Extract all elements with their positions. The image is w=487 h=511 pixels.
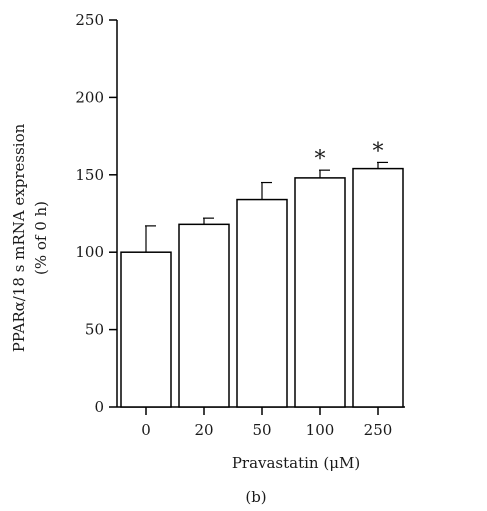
x-tick-label: 100 <box>306 421 335 439</box>
y-tick-label: 250 <box>75 11 104 29</box>
significance-marker: * <box>315 147 326 172</box>
x-axis: 0 20 50 100 250 <box>117 406 405 439</box>
y-tick-label: 150 <box>75 166 104 184</box>
y-tick-label: 50 <box>85 321 104 339</box>
x-axis-label: Pravastatin (μM) <box>232 454 360 472</box>
y-tick-label: 200 <box>75 88 104 106</box>
bar-0 <box>120 251 172 408</box>
bar-250 <box>352 167 404 408</box>
y-axis-label-unit: (% of 0 h) <box>32 201 50 275</box>
x-tick-label: 250 <box>364 421 393 439</box>
y-tick-label: 100 <box>75 243 104 261</box>
bar-100 <box>294 177 346 408</box>
y-axis: 0 50 100 150 200 250 <box>75 11 118 416</box>
bar-20 <box>178 223 230 408</box>
x-tick-label: 0 <box>141 421 151 439</box>
significance-marker: * <box>373 139 384 164</box>
bars: * * <box>120 139 404 408</box>
y-axis-label: PPARα/18 s mRNA expression <box>10 123 28 352</box>
bar-50 <box>236 198 288 408</box>
y-tick-label: 0 <box>94 398 104 416</box>
x-tick-label: 20 <box>194 421 213 439</box>
x-tick-label: 50 <box>252 421 271 439</box>
panel-label: (b) <box>245 488 266 506</box>
